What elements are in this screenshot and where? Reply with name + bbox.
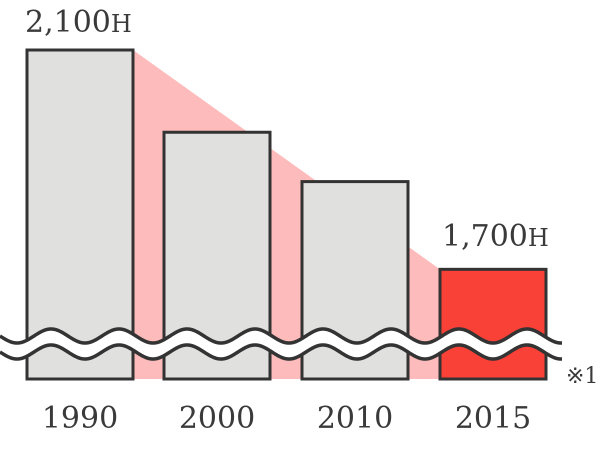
data-label-value: 2,100	[25, 5, 111, 40]
x-tick-label-1990: 1990	[42, 401, 118, 436]
axis-break-fill	[0, 329, 562, 359]
axis-break-line-top	[0, 327, 562, 345]
axis-break	[0, 327, 562, 361]
data-label-1990: 2,100H	[25, 5, 132, 40]
data-label-2015: 1,700H	[442, 219, 549, 254]
data-label-value: 1,700	[442, 219, 528, 254]
data-label-unit: H	[528, 224, 549, 252]
x-tick-label-2015: 2015	[455, 401, 531, 436]
data-label-unit: H	[111, 10, 132, 38]
x-tick-label-2000: 2000	[179, 401, 255, 436]
axis-break-line-bottom	[0, 343, 562, 361]
bar-2015	[438, 267, 548, 381]
bar-1990	[25, 48, 135, 381]
x-axis-ticks: 1990 2000 2010 2015	[42, 401, 531, 436]
footnote-mark: ※1	[566, 364, 598, 389]
x-tick-label-2010: 2010	[317, 401, 393, 436]
